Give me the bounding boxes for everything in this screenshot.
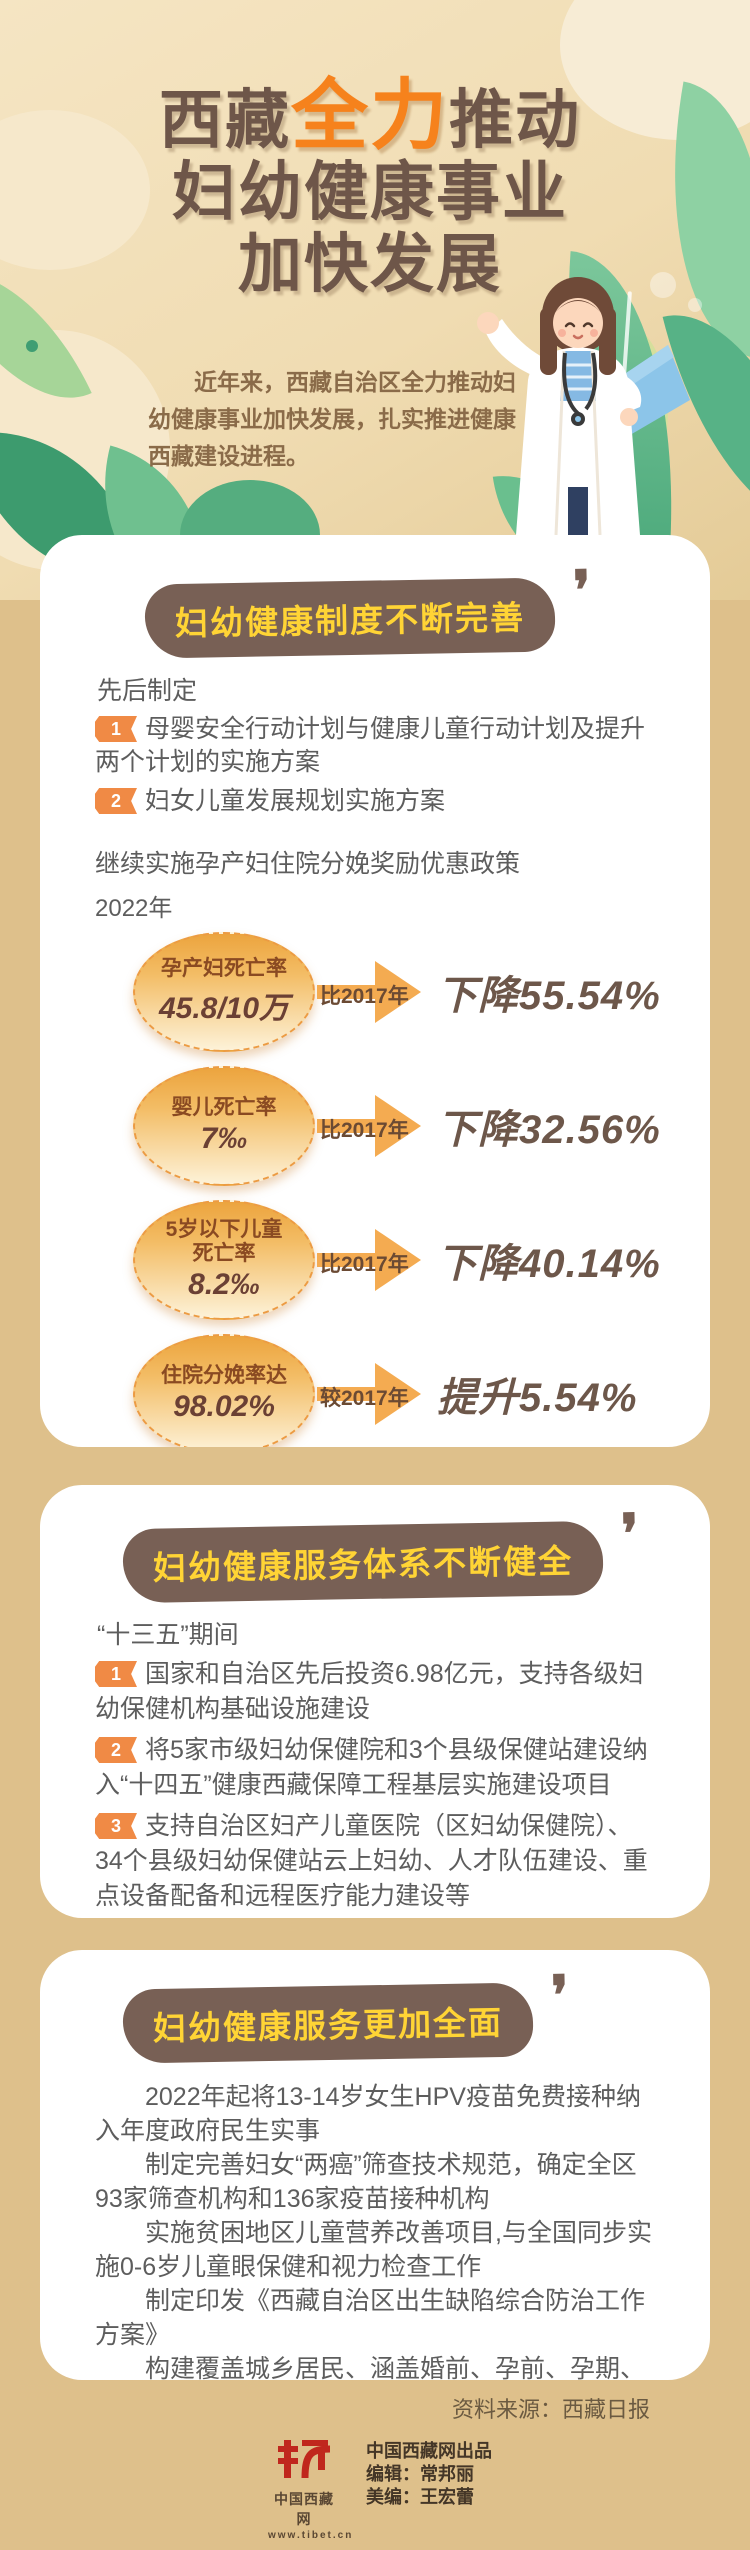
tibet-net-logo-icon <box>278 2440 331 2479</box>
stat-result: 下降55.54% <box>437 974 661 1018</box>
stat-result: 提升5.54% <box>437 1376 638 1420</box>
arrow-icon <box>317 1363 421 1425</box>
list-item: 1 国家和自治区先后投资6.98亿元，支持各级妇幼保健机构基础设施建设 <box>95 1657 655 1727</box>
number-chip: 3 <box>95 1813 137 1839</box>
doctor-illustration <box>477 277 690 536</box>
policy-line: 继续实施孕产妇住院分娩奖励优惠政策 <box>95 850 521 878</box>
list-item-text: 母婴安全行动计划与健康儿童行动计划及提升两个计划的实施方案 <box>95 715 646 776</box>
year-label: 2022年 <box>95 895 173 922</box>
produced-by: 中国西藏网出品 <box>366 2441 492 2461</box>
arrow-icon <box>317 961 421 1023</box>
compare-arrow: 比2017年 <box>317 1087 421 1165</box>
bubble-decoration <box>688 298 702 312</box>
compare-label: 比2017年 <box>320 1253 409 1276</box>
title-line2: 妇幼健康事业 <box>172 156 568 228</box>
list-item: 2 将5家市级妇幼保健院和3个县级保健站建设纳入“十四五”健康西藏保障工程基层实施… <box>95 1733 655 1803</box>
stat-bubble: 孕产妇死亡率 45.8/10万 <box>133 932 315 1052</box>
stat-result: 下降40.14% <box>437 1242 661 1286</box>
stat-row: 孕产妇死亡率 45.8/10万 比2017年 下降55.54% <box>95 931 660 1053</box>
stat-value: 98.02% <box>173 1390 275 1423</box>
stat-row: 婴儿死亡率 7‰ 比2017年 下降32.56% <box>95 1065 660 1187</box>
leaf-dot-decoration <box>26 340 38 352</box>
number-chip: 1 <box>95 1661 137 1687</box>
paragraph: 实施贫困地区儿童营养改善项目,与全国同步实施0-6岁儿童眼保健和视力检查工作 <box>95 2219 652 2281</box>
compare-arrow: 比2017年 <box>317 953 421 1031</box>
compare-arrow: 较2017年 <box>317 1355 421 1433</box>
stat-result: 下降32.56% <box>437 1108 661 1152</box>
card-health-system-improvement: 妇幼健康制度不断完善 先后制定 1母婴安全行动计划与健康儿童行动计划及提升两个计… <box>40 535 710 1447</box>
stat-bubble: 住院分娩率达 98.02% <box>133 1334 315 1447</box>
list-item: 2 妇女儿童发展规划实施方案 <box>95 785 655 818</box>
list-item-text: 国家和自治区先后投资6.98亿元，支持各级妇幼保健机构基础设施建设 <box>95 1660 644 1723</box>
card-service-system: 妇幼健康服务体系不断健全 “十三五”期间 1国家和自治区先后投资6.98亿元，支… <box>40 1485 710 1918</box>
stat-bubble: 婴儿死亡率 7‰ <box>133 1066 315 1186</box>
hero-banner: 西藏全力推动 妇幼健康事业 加快发展 近年来，西藏自治区全力推动妇幼健康事业加快… <box>0 0 750 615</box>
brand-logo-block: 中国西藏网 www.tibet.cn <box>268 2436 354 2541</box>
section-lead: “十三五”期间 <box>97 1621 239 1649</box>
section-header-badge: 妇幼健康服务体系不断健全 <box>122 1520 604 1604</box>
card-comprehensive-service: 妇幼健康服务更加全面 2022年起将13-14岁女生HPV疫苗免费接种纳入年度政… <box>40 1950 710 2380</box>
stat-label: 婴儿死亡率 <box>171 1096 277 1119</box>
stat-row: 5岁以下儿童 死亡率 8.2‰ 比2017年 下降40.14% <box>95 1199 660 1321</box>
paragraph: 制定印发《西藏自治区出生缺陷综合防治工作方案》 <box>95 2287 646 2349</box>
stat-row: 住院分娩率达 98.02% 较2017年 提升5.54% <box>95 1333 655 1447</box>
stat-label: 孕产妇死亡率 <box>161 957 287 980</box>
compare-arrow: 比2017年 <box>317 1221 421 1299</box>
arrow-icon <box>317 1229 421 1291</box>
number-chip: 2 <box>95 1737 137 1763</box>
list-item-text: 妇女儿童发展规划实施方案 <box>145 787 446 815</box>
poster-title: 西藏全力推动 妇幼健康事业 加快发展 <box>40 73 700 301</box>
bubble-decoration <box>650 272 676 298</box>
stat-value: 7‰ <box>200 1122 248 1155</box>
brand-name: 中国西藏网 <box>274 2491 334 2527</box>
compare-label: 较2017年 <box>320 1387 409 1410</box>
list-item-text: 支持自治区妇产儿童医院（区妇幼保健院）、34个县级妇幼保健站云上妇幼、人才队伍建… <box>95 1812 648 1910</box>
designer-credit: 美编：王宏蕾 <box>366 2487 474 2507</box>
footer: 中国西藏网 www.tibet.cn 中国西藏网出品 编辑：常邦丽 美编：王宏蕾 <box>268 2436 492 2541</box>
list-item: 1 母婴安全行动计划与健康儿童行动计划及提升两个计划的实施方案 <box>95 713 655 779</box>
title-line1: 西藏全力推动 <box>159 73 581 159</box>
number-chip: 1 <box>95 716 137 742</box>
number-chip: 2 <box>95 788 137 814</box>
arrow-icon <box>317 1095 421 1157</box>
credits-block: 中国西藏网出品 编辑：常邦丽 美编：王宏蕾 <box>366 2436 492 2541</box>
stat-value: 8.2‰ <box>188 1268 260 1301</box>
brand-site: www.tibet.cn <box>268 2530 354 2541</box>
section-header-badge: 妇幼健康制度不断完善 <box>144 577 556 659</box>
list-item: 3 支持自治区妇产儿童医院（区妇幼保健院）、34个县级妇幼保健站云上妇幼、人才队伍… <box>95 1809 655 1914</box>
list-item-text: 将5家市级妇幼保健院和3个县级保健站建设纳入“十四五”健康西藏保障工程基层实施建… <box>95 1736 648 1799</box>
section-lead: 先后制定 <box>97 677 198 705</box>
editor-credit: 编辑：常邦丽 <box>366 2464 474 2484</box>
title-line3: 加快发展 <box>238 228 502 300</box>
source-credit: 资料来源：西藏日报 <box>451 2397 650 2422</box>
stat-bubble: 5岁以下儿童 死亡率 8.2‰ <box>133 1200 315 1320</box>
paragraph: 2022年起将13-14岁女生HPV疫苗免费接种纳入年度政府民生实事 <box>95 2083 641 2145</box>
compare-label: 比2017年 <box>320 985 409 1008</box>
title-emphasis: 全力 <box>291 73 449 159</box>
paragraph: 构建覆盖城乡居民、涵盖婚前、孕前、孕期、新生儿期和儿童各阶段的全区出生缺陷防治体… <box>145 2355 646 2380</box>
paragraph: 制定完善妇女“两癌”筛查技术规范，确定全区93家筛查机构和136家疫苗接种机构 <box>95 2151 637 2213</box>
intro-paragraph: 近年来，西藏自治区全力推动妇幼健康事业加快发展，扎实推进健康西藏建设进程。 <box>148 369 516 469</box>
section-header-badge: 妇幼健康服务更加全面 <box>122 1982 534 2064</box>
stat-label: 住院分娩率达 <box>161 1364 287 1387</box>
compare-label: 比2017年 <box>320 1119 409 1142</box>
stats-list: 孕产妇死亡率 45.8/10万 比2017年 下降55.54% 婴儿死亡率 7‰… <box>95 931 660 1447</box>
stat-value: 45.8/10万 <box>158 992 290 1025</box>
stat-label: 5岁以下儿童 死亡率 <box>165 1218 283 1265</box>
